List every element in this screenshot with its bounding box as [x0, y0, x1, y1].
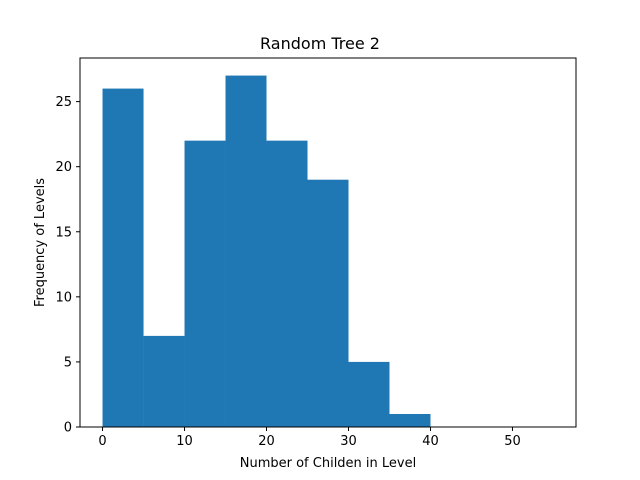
histogram-bar-7: [389, 413, 431, 427]
x-axis-label: Number of Childen in Level: [240, 456, 416, 471]
x-tick-label: 40: [422, 434, 439, 449]
x-tick-label: 0: [98, 434, 106, 449]
bars-group: [102, 75, 431, 428]
x-tick-label: 10: [176, 434, 193, 449]
histogram-bar-0: [102, 88, 144, 427]
histogram-bar-4: [266, 140, 308, 427]
y-axis-label: Frequency of Levels: [33, 178, 48, 307]
y-tick-label: 0: [64, 421, 72, 436]
histogram-bar-2: [184, 140, 226, 427]
y-tick-label: 20: [55, 160, 72, 175]
y-tick-label: 15: [55, 225, 72, 240]
x-axis-ticks: 0 10 20 30 40 50: [98, 427, 521, 449]
plot-frame: [79, 57, 577, 428]
histogram-bar-3: [225, 75, 267, 428]
x-tick-label: 20: [258, 434, 275, 449]
histogram-bar-5: [307, 179, 349, 427]
chart-title: Random Tree 2: [260, 34, 380, 53]
x-tick-label: 30: [340, 434, 357, 449]
histogram-bar-6: [348, 361, 390, 427]
histogram-bar-1: [143, 335, 185, 427]
y-tick-label: 25: [55, 95, 72, 110]
y-tick-label: 5: [64, 355, 72, 370]
y-tick-label: 10: [55, 290, 72, 305]
y-axis-ticks: 0 5 10 15 20 25: [55, 95, 80, 436]
x-tick-label: 50: [504, 434, 521, 449]
